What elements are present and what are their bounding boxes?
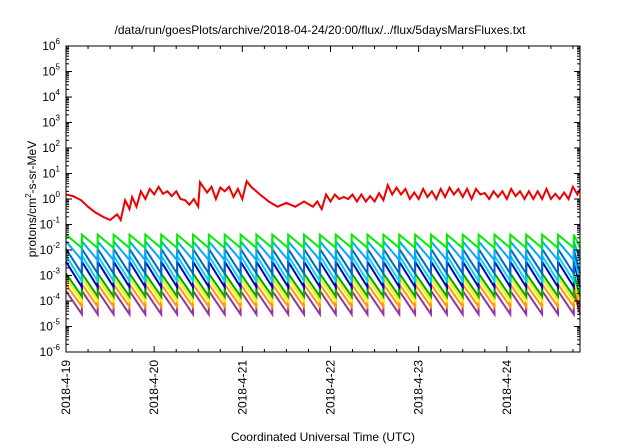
y-tick-label: 10-1 [40, 216, 61, 232]
y-tick-label-exp: 3 [56, 114, 61, 123]
y-tick-label-base: 10 [40, 269, 54, 283]
plot-frame [65, 45, 581, 353]
y-tick-label-exp: -1 [53, 216, 61, 225]
y-tick-label: 10-6 [40, 343, 61, 359]
y-tick-label-base: 10 [42, 192, 56, 206]
x-tick-label: 2018-4-22 [323, 360, 337, 415]
x-axis: 2018-4-19 2018-4-20 2018-4-21 2018-4-22 2018… [59, 46, 574, 415]
y-tick-label-exp: 6 [56, 37, 61, 46]
y-axis-label: protons/cm2-s-sr-MeV [24, 141, 39, 257]
y-tick-label-base: 10 [42, 90, 56, 104]
y-tick-label: 104 [42, 88, 60, 104]
y-tick-label: 10-5 [40, 318, 61, 334]
y-axis: 10-610-510-410-310-210-11001011021031041… [40, 37, 580, 359]
series-line [65, 274, 581, 305]
y-tick-label-exp: 1 [56, 165, 61, 174]
y-tick-label: 102 [42, 139, 60, 155]
y-tick-label-exp: 0 [56, 190, 61, 199]
y-tick-label-base: 10 [42, 116, 56, 130]
y-tick-label-base: 10 [42, 39, 56, 53]
series-line [65, 238, 581, 263]
series-line [65, 258, 581, 291]
y-tick-label: 100 [42, 190, 60, 206]
y-tick-label-exp: -4 [53, 292, 61, 301]
y-tick-label-base: 10 [42, 141, 56, 155]
series-line [65, 245, 581, 277]
y-tick-label: 105 [42, 63, 60, 79]
x-tick-label: 2018-4-24 [500, 360, 514, 415]
y-tick-label-base: 10 [40, 218, 54, 232]
series-line [65, 281, 581, 310]
y-tick-label-base: 10 [42, 167, 56, 181]
series-line [65, 287, 581, 318]
y-tick-label-base: 10 [40, 320, 54, 334]
y-axis-label-sup: 2 [24, 193, 33, 198]
y-tick-label-base: 10 [40, 345, 54, 359]
y-tick-label-exp: 5 [56, 63, 61, 72]
y-tick-label: 101 [42, 165, 60, 181]
y-axis-label-suffix: -s-sr-MeV [25, 141, 39, 194]
y-tick-label-base: 10 [40, 243, 54, 257]
x-tick-label: 2018-4-19 [59, 360, 73, 415]
y-tick-label-base: 10 [42, 65, 56, 79]
series-line [65, 178, 581, 223]
y-tick-label-exp: -3 [53, 267, 61, 276]
y-tick-label-exp: 4 [56, 88, 61, 97]
x-tick-label: 2018-4-20 [147, 360, 161, 415]
y-tick-label-exp: -6 [53, 343, 61, 352]
y-tick-label: 103 [42, 114, 60, 130]
y-tick-label-exp: 2 [56, 139, 61, 148]
y-tick-label: 10-2 [40, 241, 61, 257]
y-tick-label: 10-3 [40, 267, 61, 283]
series-line [65, 232, 581, 251]
series-layer [65, 178, 581, 318]
y-tick-label: 106 [42, 37, 60, 53]
y-tick-label-base: 10 [40, 294, 54, 308]
series-line [65, 252, 581, 285]
y-tick-label-exp: -2 [53, 241, 61, 250]
y-axis-label-prefix: protons/cm [25, 198, 39, 257]
x-tick-label: 2018-4-21 [235, 360, 249, 415]
chart-title: /data/run/goesPlots/archive/2018-04-24/2… [115, 23, 527, 37]
series-line [65, 270, 581, 300]
y-tick-label: 10-4 [40, 292, 61, 308]
y-tick-label-exp: -5 [53, 318, 61, 327]
x-axis-label: Coordinated Universal Time (UTC) [231, 430, 415, 444]
x-tick-label: 2018-4-23 [412, 360, 426, 415]
